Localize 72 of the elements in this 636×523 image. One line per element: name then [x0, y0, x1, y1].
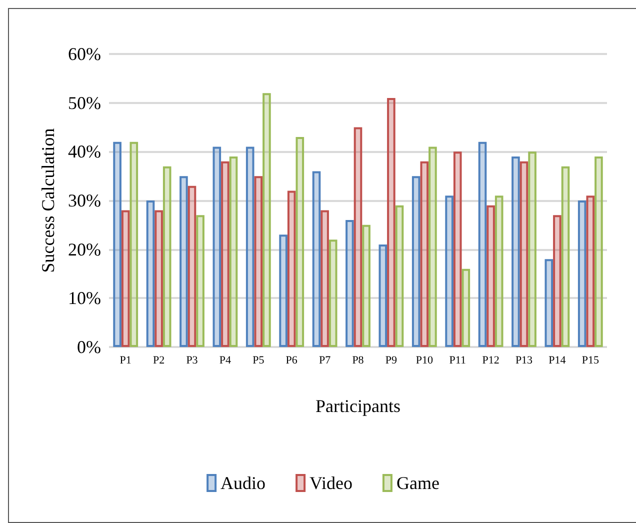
bar [246, 146, 254, 347]
bar [162, 166, 172, 347]
x-tick-label: P6 [286, 354, 298, 366]
bar [578, 200, 586, 347]
x-tick-label: P13 [515, 354, 534, 366]
bar [262, 93, 271, 347]
x-tick-label: P9 [385, 354, 398, 366]
bar [561, 166, 570, 347]
bar [212, 146, 222, 347]
bar [130, 142, 138, 347]
bar [320, 210, 329, 347]
bar [395, 205, 404, 347]
x-tick-label: P14 [548, 354, 566, 366]
bar [445, 196, 454, 347]
bar [229, 156, 238, 347]
x-axis-title: Participants [316, 396, 400, 416]
bar [279, 234, 288, 347]
x-tick-label: P11 [449, 354, 466, 366]
bar [544, 259, 554, 347]
x-tick-label: P1 [120, 354, 132, 366]
bar [412, 176, 420, 347]
bar [296, 137, 304, 347]
bar [378, 244, 388, 347]
bar [287, 190, 296, 347]
bar [346, 220, 354, 347]
x-tick-label: P4 [219, 354, 232, 366]
bar [486, 205, 495, 347]
x-tick-label: P7 [318, 354, 332, 366]
legend-label: Game [396, 473, 440, 493]
y-tick-label: 0% [77, 337, 101, 357]
bar [553, 215, 562, 347]
x-tick-label: P5 [252, 354, 265, 366]
bar [154, 210, 163, 347]
bar [196, 215, 204, 347]
x-tick-label: P3 [186, 354, 198, 366]
x-tick-label: P10 [416, 354, 434, 366]
bar [113, 142, 122, 347]
bar [494, 196, 504, 347]
bar [328, 240, 338, 347]
y-tick-label: 10% [68, 288, 101, 308]
x-tick-label: P15 [582, 354, 600, 366]
legend-label: Audio [220, 473, 266, 493]
bar [453, 152, 462, 347]
bar [221, 161, 230, 347]
bar [428, 146, 437, 347]
y-tick-label: 60% [68, 44, 101, 64]
x-tick-label: P8 [352, 354, 364, 366]
bar [121, 210, 130, 347]
bar [462, 268, 470, 347]
bar [254, 176, 263, 347]
bar [478, 142, 487, 347]
bar [528, 152, 536, 347]
bar [146, 200, 155, 347]
bar [520, 161, 528, 347]
bar [387, 98, 396, 347]
bar [594, 156, 603, 347]
bar [586, 196, 595, 347]
y-tick-label: 30% [68, 190, 101, 210]
y-tick-label: 40% [68, 142, 101, 162]
bar [512, 156, 520, 347]
bar [188, 186, 196, 347]
x-tick-label: P2 [152, 354, 165, 366]
y-axis-title: Success Calculation [38, 128, 58, 273]
bar [420, 161, 429, 347]
legend-label: Video [310, 473, 352, 493]
bar [354, 127, 362, 347]
bar [362, 224, 370, 347]
bar [180, 176, 188, 347]
y-tick-label: 20% [68, 239, 101, 260]
x-tick-label: P12 [482, 354, 500, 366]
y-tick-label: 50% [68, 92, 101, 113]
bar [312, 171, 321, 347]
